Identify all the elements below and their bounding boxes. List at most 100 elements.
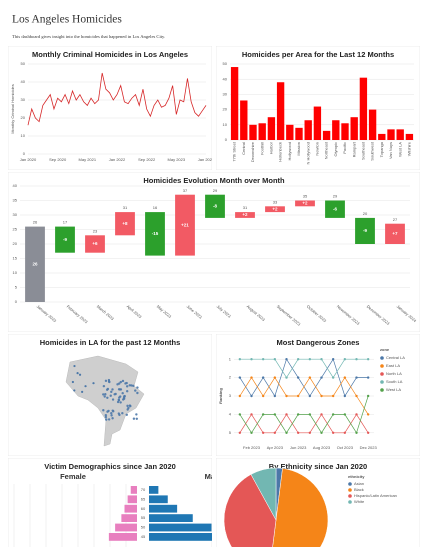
bar xyxy=(230,67,239,140)
bar xyxy=(149,514,193,522)
x-tick-label: Dec 2023 xyxy=(360,445,378,450)
map-point xyxy=(73,364,76,368)
x-tick-label: Devonshire xyxy=(250,141,255,162)
chart-title: Victim Demographics since Jan 2020 xyxy=(44,462,176,471)
bar-value-label: +2 xyxy=(302,201,308,206)
page-title: Los Angeles Homicides xyxy=(12,14,122,26)
x-tick-label: Southeast xyxy=(360,141,365,160)
y-axis-label: Monthly Criminal Homicides xyxy=(10,84,15,134)
x-tick-label: Wilshire xyxy=(406,141,411,156)
x-tick-label: Foothill xyxy=(259,142,264,155)
series-title: Female xyxy=(60,472,86,481)
bar-value-label: +2 xyxy=(242,212,248,217)
x-tick-label: Mission xyxy=(296,142,301,156)
bar xyxy=(332,120,340,140)
bar xyxy=(240,100,248,140)
x-tick-label: Southwest xyxy=(370,141,375,161)
bar-value-label: -15 xyxy=(152,231,159,236)
x-tick-label: Olympic xyxy=(333,142,338,156)
panel-frame xyxy=(8,46,212,170)
bump-point xyxy=(343,376,347,379)
map-point xyxy=(132,384,135,388)
bump-point xyxy=(331,431,335,434)
map-point xyxy=(111,417,114,420)
map-point xyxy=(118,388,122,391)
y-tick-label: 40 xyxy=(21,79,26,84)
bump-point xyxy=(355,376,358,379)
bar xyxy=(286,124,294,140)
bar xyxy=(396,129,404,140)
bump-point xyxy=(238,431,242,434)
map-point xyxy=(106,387,110,391)
legend-label: Black xyxy=(354,487,364,492)
bump-point xyxy=(308,376,312,379)
y-tick-label: 20 xyxy=(21,115,26,120)
x-tick-label: N Hollywood xyxy=(305,142,310,164)
bar xyxy=(149,504,178,513)
bar-value-label: +7 xyxy=(392,231,398,236)
legend-label: East LA xyxy=(386,363,400,368)
line-series xyxy=(27,72,207,126)
waterfall-bar xyxy=(55,226,75,253)
legend-swatch xyxy=(348,500,352,504)
bump-point xyxy=(250,413,253,416)
map-point xyxy=(104,413,108,417)
map-point xyxy=(121,412,124,415)
x-tick-label: Van Nuys xyxy=(388,142,393,159)
map-point xyxy=(113,393,116,396)
map-point xyxy=(104,379,108,383)
map-point xyxy=(130,384,133,387)
y-tick-label: 10 xyxy=(13,270,18,275)
x-tick-label: Pacific xyxy=(342,142,347,154)
bump-point xyxy=(355,394,358,398)
legend-swatch xyxy=(380,364,384,368)
chart-title: Homicides Evolution Month over Month xyxy=(143,176,285,185)
waterfall-bar xyxy=(385,223,405,244)
bar xyxy=(149,523,212,532)
legend-title: ethnicity xyxy=(348,474,365,479)
y-tick-label: 20 xyxy=(13,241,18,246)
bump-point xyxy=(250,358,253,361)
x-tick-label: Rampart xyxy=(351,141,356,157)
bar-total-label: 31 xyxy=(123,205,128,210)
y-tick-label: 4 xyxy=(229,411,232,416)
map-point xyxy=(136,386,139,389)
legend-label: South LA xyxy=(386,379,403,384)
map-point xyxy=(102,393,105,396)
y-tick-label: 50 xyxy=(223,61,228,66)
map-point xyxy=(92,382,95,385)
bar-total-label: 33 xyxy=(273,199,278,204)
bump-point xyxy=(320,431,323,434)
bump-point xyxy=(261,413,265,416)
age-label: 65 xyxy=(141,496,146,501)
age-label: 55 xyxy=(141,515,146,520)
map-point xyxy=(106,396,109,399)
bump-point xyxy=(366,376,370,379)
bar-total-label: 20 xyxy=(363,211,368,216)
bar-value-label: -6 xyxy=(333,206,337,211)
bar-value-label: -9 xyxy=(63,237,67,242)
y-tick-label: 3 xyxy=(229,393,232,398)
chart-title: Homicides in LA for the past 12 Months xyxy=(40,338,181,347)
bump-point xyxy=(273,413,277,416)
y-tick-label: 20 xyxy=(223,107,228,112)
bump-point xyxy=(343,394,347,398)
x-tick-label: Northeast xyxy=(324,141,329,159)
bump-point xyxy=(308,431,312,434)
map-point xyxy=(125,413,128,416)
map-point xyxy=(124,382,127,385)
y-tick-label: 25 xyxy=(13,227,18,232)
map-point xyxy=(107,418,111,421)
y-tick-label: 30 xyxy=(223,91,228,96)
map-point xyxy=(125,385,129,388)
waterfall-bar xyxy=(295,200,315,207)
bar-value-label: +21 xyxy=(181,222,189,227)
map-point xyxy=(110,390,113,394)
bump-point xyxy=(331,358,335,361)
bump-point xyxy=(343,358,347,361)
map-point xyxy=(121,392,124,395)
chart-title: Most Dangerous Zones xyxy=(277,338,360,347)
y-tick-label: 15 xyxy=(13,256,18,261)
bump-point xyxy=(308,394,312,398)
waterfall-bar xyxy=(355,217,375,244)
